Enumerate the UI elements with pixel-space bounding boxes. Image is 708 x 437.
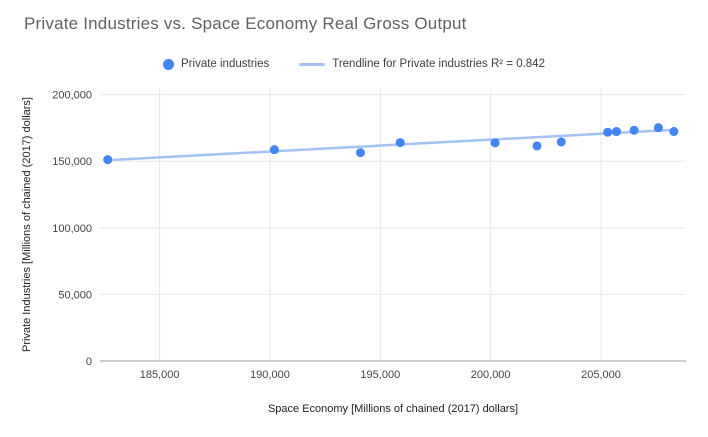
- data-point[interactable]: [629, 125, 639, 135]
- legend-trendline-label: Trendline for Private industries R² = 0.…: [332, 58, 545, 70]
- data-point[interactable]: [669, 127, 679, 137]
- x-tick-label: 185,000: [140, 369, 180, 381]
- x-tick-label: 195,000: [360, 369, 400, 381]
- x-tick-label: 205,000: [581, 369, 621, 381]
- trendline[interactable]: [106, 128, 676, 162]
- legend-item-private-industries[interactable]: Private industries: [163, 58, 269, 70]
- x-tick-label: 190,000: [250, 369, 290, 381]
- series-point-icon: [163, 58, 175, 70]
- data-point[interactable]: [355, 148, 365, 158]
- data-point[interactable]: [603, 127, 613, 137]
- data-point[interactable]: [611, 127, 621, 137]
- y-tick-label: 0: [86, 356, 92, 368]
- data-point[interactable]: [490, 138, 500, 148]
- legend-series-label: Private industries: [181, 58, 270, 70]
- y-tick-label: 150,000: [52, 156, 92, 168]
- data-point[interactable]: [556, 137, 566, 147]
- data-point[interactable]: [653, 123, 663, 133]
- y-tick-label: 100,000: [52, 223, 92, 235]
- trendline-icon: [299, 62, 326, 66]
- y-tick-label: 50,000: [58, 289, 92, 301]
- y-axis-title: Private Industries [Millions of chained …: [21, 97, 33, 352]
- legend: Private industries Trendline for Private…: [0, 58, 708, 70]
- data-point[interactable]: [532, 141, 542, 151]
- x-axis-title: Space Economy [Millions of chained (2017…: [268, 403, 518, 415]
- chart-title: Private Industries vs. Space Economy Rea…: [24, 14, 467, 33]
- y-tick-label: 200,000: [52, 90, 92, 102]
- legend-item-trendline[interactable]: Trendline for Private industries R² = 0.…: [299, 58, 545, 70]
- data-point[interactable]: [269, 145, 279, 155]
- data-point[interactable]: [395, 138, 405, 148]
- x-tick-label: 200,000: [471, 369, 511, 381]
- data-point[interactable]: [103, 155, 113, 165]
